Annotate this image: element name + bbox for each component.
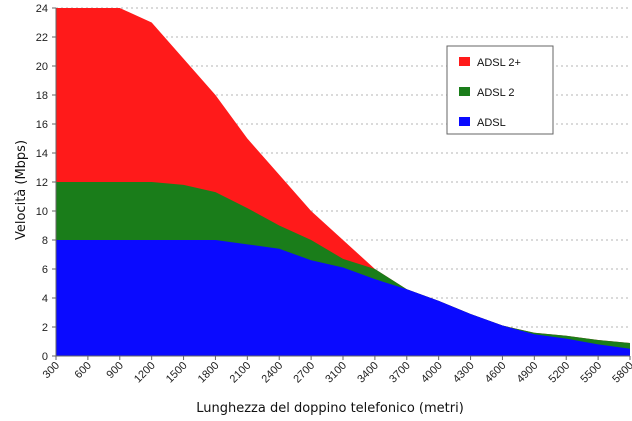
x-tick-label: 5500: [578, 360, 604, 386]
x-axis-title: Lunghezza del doppino telefonico (metri): [196, 401, 464, 416]
legend: ADSL 2+ ADSL 2 ADSL: [446, 45, 554, 135]
y-tick-label: 24: [36, 3, 48, 15]
x-tick-label: 3400: [355, 360, 381, 386]
x-tick-label: 4300: [451, 360, 477, 386]
x-tick-label: 4000: [419, 360, 445, 386]
x-tick-labels: 300 600 900 1200 1500 1800 2100 2400 2700 3100 340…: [41, 356, 632, 385]
y-tick-label: 14: [36, 148, 48, 160]
x-tick-label: 4900: [515, 360, 541, 386]
legend-label: ADSL: [477, 117, 506, 129]
x-tick-label: 900: [104, 360, 125, 381]
x-tick-label: 1500: [164, 360, 190, 386]
area-series-adsl: [56, 240, 630, 356]
y-tick-label: 2: [42, 322, 48, 334]
y-tick-label: 4: [42, 293, 48, 305]
y-tick-label: 18: [36, 90, 48, 102]
legend-swatch: [459, 117, 470, 126]
x-tick-label: 2100: [228, 360, 254, 386]
y-tick-label: 8: [42, 235, 48, 247]
legend-label: ADSL 2: [477, 87, 515, 99]
x-tick-label: 2700: [291, 360, 317, 386]
x-tick-label: 600: [73, 360, 94, 381]
y-tick-label: 22: [36, 32, 48, 44]
legend-swatch: [459, 57, 470, 66]
x-tick-label: 1800: [196, 360, 222, 386]
y-tick-label: 12: [36, 177, 48, 189]
x-tick-label: 5800: [610, 360, 632, 386]
legend-swatch: [459, 87, 470, 96]
x-tick-label: 2400: [260, 360, 286, 386]
y-tick-label: 16: [36, 119, 48, 131]
x-tick-label: 4600: [483, 360, 509, 386]
x-tick-label: 3100: [323, 360, 349, 386]
legend-label: ADSL 2+: [477, 57, 521, 69]
y-axis-title: Velocità (Mbps): [14, 140, 29, 240]
y-tick-label: 6: [42, 264, 48, 276]
y-tick-label: 10: [36, 206, 48, 218]
x-tick-label: 1200: [132, 360, 158, 386]
x-tick-label: 5200: [547, 360, 573, 386]
y-tick-label: 0: [42, 351, 48, 363]
plot-areas: [56, 8, 630, 356]
y-tick-label: 20: [36, 61, 48, 73]
legend-items: ADSL 2+ ADSL 2 ADSL: [459, 57, 521, 129]
x-tick-label: 3700: [387, 360, 413, 386]
